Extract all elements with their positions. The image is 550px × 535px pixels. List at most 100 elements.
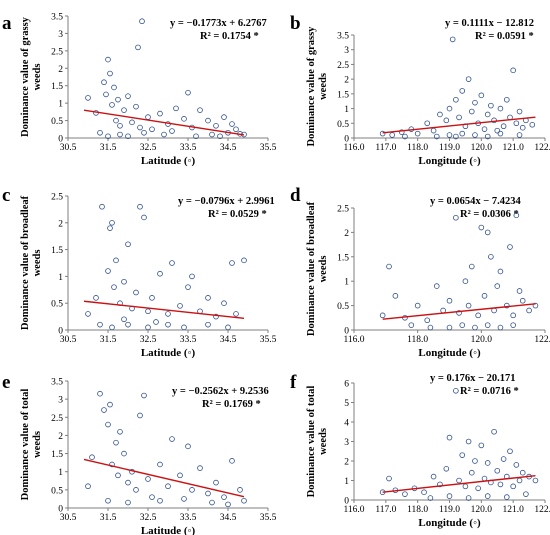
x-tick-label: 32.5 <box>140 143 157 153</box>
data-point <box>213 123 219 129</box>
data-point <box>111 84 117 91</box>
y-tick-label: 3 <box>344 46 349 56</box>
data-point <box>446 493 453 499</box>
data-point <box>484 229 491 236</box>
y-axis-label-line: weeds <box>32 250 43 277</box>
data-point <box>111 284 117 290</box>
data-point <box>497 105 504 112</box>
regression-equation: y = 0.176x − 20.171 <box>430 373 515 384</box>
data-point <box>468 469 475 476</box>
y-tick-label: 3.5 <box>51 13 63 23</box>
data-point <box>177 472 183 479</box>
data-point <box>113 117 119 124</box>
y-tick-label: 1.5 <box>51 82 63 92</box>
data-point <box>453 387 459 394</box>
data-point <box>125 321 131 328</box>
data-point <box>225 324 231 331</box>
data-point <box>497 324 504 331</box>
data-point <box>389 132 396 138</box>
data-point <box>510 322 516 328</box>
y-tick-label: 2.5 <box>51 193 63 203</box>
r-squared-label: R² = 0.1754 * <box>200 31 259 42</box>
data-point <box>462 483 469 490</box>
data-point <box>414 130 421 137</box>
x-axis-label: Longitude (◦) <box>418 347 481 359</box>
y-axis-label: Dominance value of totalweeds <box>306 386 329 498</box>
data-point <box>149 295 155 301</box>
data-point <box>481 126 488 132</box>
y-tick-label: 2 <box>344 229 349 239</box>
trend-line <box>83 458 245 498</box>
data-point <box>478 92 485 99</box>
data-point <box>503 302 510 309</box>
x-tick-label: 30.5 <box>60 143 77 153</box>
y-tick-label: 0.5 <box>51 486 63 496</box>
data-point <box>446 434 453 441</box>
data-point <box>510 312 516 319</box>
data-point <box>125 241 131 248</box>
data-point <box>115 472 121 479</box>
data-point <box>465 438 472 445</box>
data-point <box>145 308 151 315</box>
data-point <box>113 439 119 446</box>
data-point <box>213 313 219 320</box>
data-point <box>446 132 453 138</box>
y-tick-label: 0.5 <box>51 117 63 127</box>
data-point <box>519 469 526 476</box>
y-tick-label: 1.5 <box>337 90 349 100</box>
data-point <box>421 489 427 496</box>
data-point <box>157 270 163 277</box>
data-point <box>105 421 111 428</box>
y-axis-label-line: Dominance value of total <box>306 386 317 498</box>
data-point <box>402 133 408 140</box>
data-point <box>468 108 475 115</box>
y-axis-label-line: Dominance value of broadleaf <box>306 201 317 336</box>
data-point <box>169 436 175 442</box>
data-point <box>133 487 139 493</box>
y-axis-label-line: weeds <box>318 428 329 455</box>
x-axis-label: Latitude (◦) <box>141 347 196 359</box>
data-point <box>427 495 434 501</box>
y-tick-label: 1 <box>58 273 63 283</box>
data-point <box>129 119 135 126</box>
trend-line <box>83 300 245 320</box>
regression-equation: y = 0.1111x − 12.812 <box>445 18 534 29</box>
data-point <box>121 278 127 285</box>
y-tick-label: 2.5 <box>337 205 349 215</box>
data-point <box>121 107 127 113</box>
data-point <box>241 257 247 264</box>
data-point <box>437 111 443 118</box>
data-point <box>209 131 215 138</box>
regression-equation: y = −0.1773x + 6.2767 <box>170 18 267 29</box>
data-point <box>513 120 520 127</box>
data-point <box>459 452 466 458</box>
y-tick-label: 0 <box>58 135 63 145</box>
data-point <box>481 293 488 299</box>
x-tick-label: 120.0 <box>471 143 493 153</box>
y-tick-label: 1 <box>344 477 349 487</box>
data-point <box>516 108 523 115</box>
x-tick-label: 118.0 <box>407 505 428 515</box>
panel-label: a <box>2 13 12 34</box>
data-point <box>165 311 171 317</box>
data-point <box>491 117 497 124</box>
data-point <box>497 481 504 488</box>
y-tick-label: 2 <box>344 458 349 468</box>
x-tick-label: 118.0 <box>407 143 428 153</box>
data-point <box>386 475 392 482</box>
data-point <box>181 324 187 331</box>
data-point <box>137 124 143 131</box>
data-point <box>107 401 113 408</box>
data-point <box>117 131 123 138</box>
x-tick-label: 33.5 <box>180 513 197 523</box>
x-tick-label: 122.0 <box>534 143 550 153</box>
data-point <box>107 70 113 77</box>
r-squared-label: R² = 0.0306 * <box>460 209 519 220</box>
data-point <box>137 203 143 210</box>
data-point <box>189 273 195 280</box>
data-point <box>472 99 478 106</box>
y-axis-label-line: weeds <box>32 64 43 91</box>
data-point <box>169 260 175 266</box>
y-tick-label: 0 <box>344 327 349 337</box>
y-tick-label: 1.5 <box>51 450 63 460</box>
